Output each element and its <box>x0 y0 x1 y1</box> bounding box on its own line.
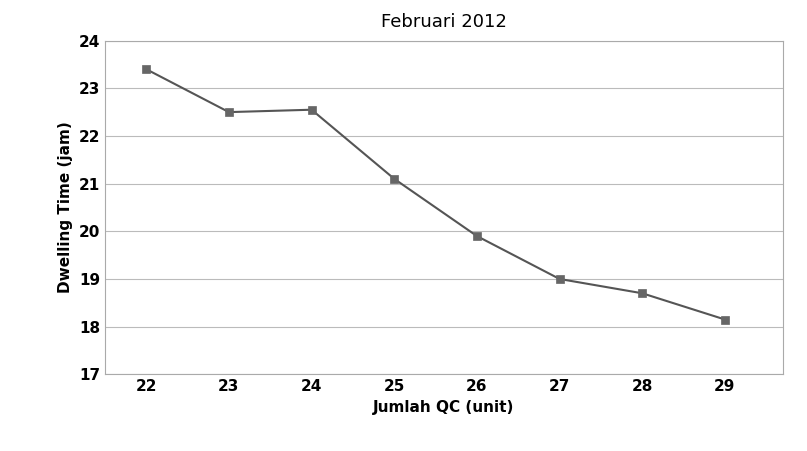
Title: Februari 2012: Februari 2012 <box>381 13 507 31</box>
X-axis label: Jumlah QC (unit): Jumlah QC (unit) <box>373 400 515 415</box>
Y-axis label: Dwelling Time (jam): Dwelling Time (jam) <box>58 122 73 293</box>
